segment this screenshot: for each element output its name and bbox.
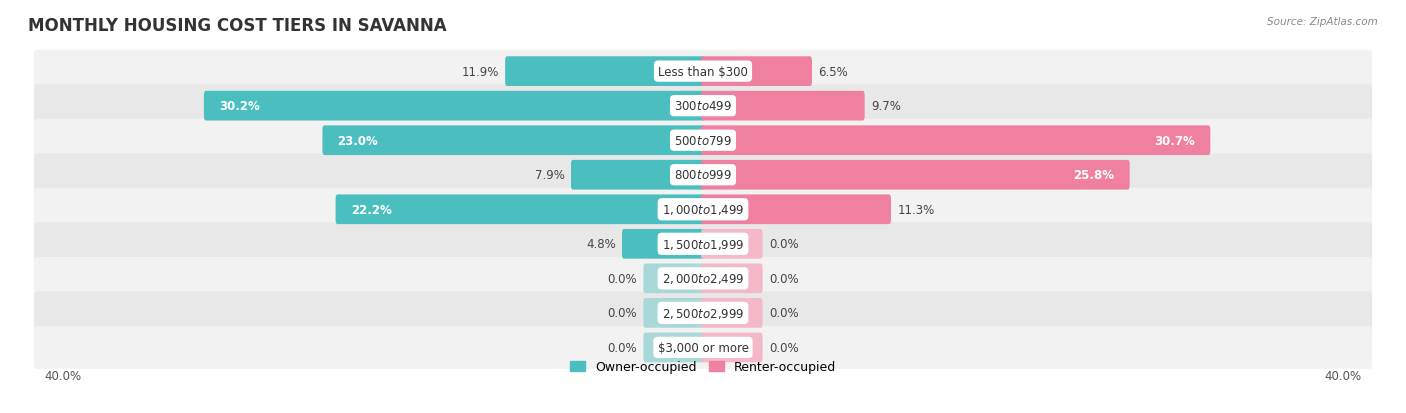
Text: 0.0%: 0.0% xyxy=(769,272,799,285)
Text: 40.0%: 40.0% xyxy=(45,369,82,382)
Text: Source: ZipAtlas.com: Source: ZipAtlas.com xyxy=(1267,17,1378,26)
Text: Less than $300: Less than $300 xyxy=(658,66,748,78)
FancyBboxPatch shape xyxy=(34,51,1372,93)
Text: $500 to $799: $500 to $799 xyxy=(673,134,733,147)
FancyBboxPatch shape xyxy=(322,126,704,156)
FancyBboxPatch shape xyxy=(702,126,1211,156)
Text: 23.0%: 23.0% xyxy=(337,134,378,147)
Text: $1,000 to $1,499: $1,000 to $1,499 xyxy=(662,203,744,217)
FancyBboxPatch shape xyxy=(644,264,704,294)
FancyBboxPatch shape xyxy=(34,223,1372,266)
Text: 4.8%: 4.8% xyxy=(586,238,616,251)
FancyBboxPatch shape xyxy=(644,333,704,362)
Text: 0.0%: 0.0% xyxy=(607,272,637,285)
FancyBboxPatch shape xyxy=(702,333,762,362)
Text: $2,500 to $2,999: $2,500 to $2,999 xyxy=(662,306,744,320)
Text: 0.0%: 0.0% xyxy=(607,306,637,320)
FancyBboxPatch shape xyxy=(505,57,704,87)
FancyBboxPatch shape xyxy=(702,264,762,294)
Text: 11.3%: 11.3% xyxy=(897,203,935,216)
Text: 0.0%: 0.0% xyxy=(769,306,799,320)
FancyBboxPatch shape xyxy=(34,119,1372,162)
Text: 25.8%: 25.8% xyxy=(1074,169,1115,182)
FancyBboxPatch shape xyxy=(702,57,813,87)
FancyBboxPatch shape xyxy=(34,257,1372,300)
Text: $2,000 to $2,499: $2,000 to $2,499 xyxy=(662,272,744,286)
Text: 0.0%: 0.0% xyxy=(607,341,637,354)
FancyBboxPatch shape xyxy=(644,298,704,328)
Text: 6.5%: 6.5% xyxy=(818,66,848,78)
FancyBboxPatch shape xyxy=(571,161,704,190)
Text: $300 to $499: $300 to $499 xyxy=(673,100,733,113)
Text: MONTHLY HOUSING COST TIERS IN SAVANNA: MONTHLY HOUSING COST TIERS IN SAVANNA xyxy=(28,17,447,34)
Text: 22.2%: 22.2% xyxy=(350,203,391,216)
FancyBboxPatch shape xyxy=(34,326,1372,369)
FancyBboxPatch shape xyxy=(34,188,1372,231)
Legend: Owner-occupied, Renter-occupied: Owner-occupied, Renter-occupied xyxy=(565,356,841,378)
Text: 40.0%: 40.0% xyxy=(1324,369,1361,382)
FancyBboxPatch shape xyxy=(702,298,762,328)
Text: 7.9%: 7.9% xyxy=(534,169,565,182)
FancyBboxPatch shape xyxy=(621,229,704,259)
Text: 0.0%: 0.0% xyxy=(769,341,799,354)
FancyBboxPatch shape xyxy=(34,154,1372,197)
FancyBboxPatch shape xyxy=(336,195,704,225)
Text: 0.0%: 0.0% xyxy=(769,238,799,251)
FancyBboxPatch shape xyxy=(204,92,704,121)
Text: $3,000 or more: $3,000 or more xyxy=(658,341,748,354)
Text: 9.7%: 9.7% xyxy=(870,100,901,113)
Text: 11.9%: 11.9% xyxy=(461,66,499,78)
Text: $800 to $999: $800 to $999 xyxy=(673,169,733,182)
FancyBboxPatch shape xyxy=(34,292,1372,335)
Text: 30.2%: 30.2% xyxy=(219,100,260,113)
FancyBboxPatch shape xyxy=(702,195,891,225)
FancyBboxPatch shape xyxy=(702,161,1129,190)
Text: $1,500 to $1,999: $1,500 to $1,999 xyxy=(662,237,744,251)
FancyBboxPatch shape xyxy=(702,92,865,121)
FancyBboxPatch shape xyxy=(702,229,762,259)
Text: 30.7%: 30.7% xyxy=(1154,134,1195,147)
FancyBboxPatch shape xyxy=(34,85,1372,128)
